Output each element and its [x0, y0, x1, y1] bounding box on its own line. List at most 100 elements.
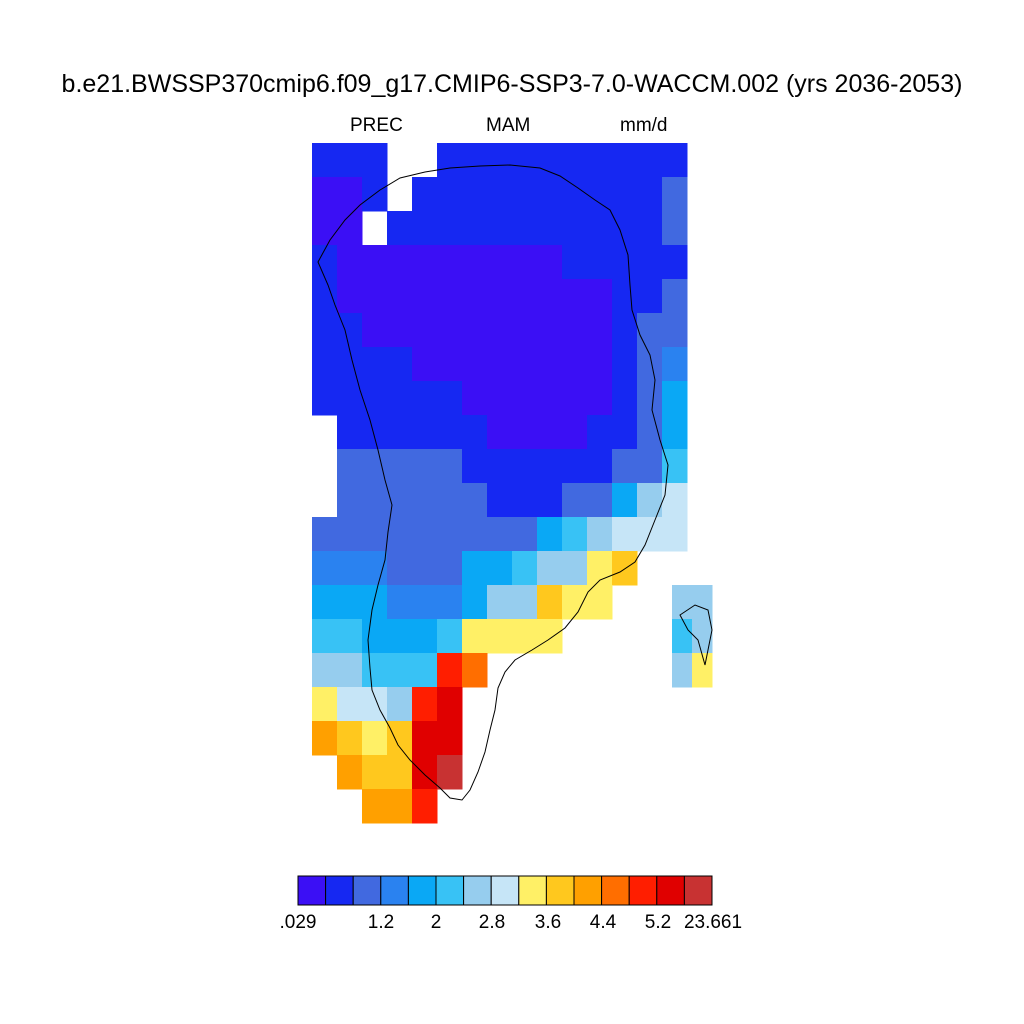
grid-cell: [512, 415, 538, 450]
grid-cell: [662, 517, 688, 552]
grid-cell: [587, 279, 613, 314]
grid-cell: [612, 313, 638, 348]
grid-cell: [487, 619, 513, 654]
colorbar-box: [297, 875, 327, 906]
grid-cell: [462, 347, 488, 382]
grid-cell: [587, 211, 613, 246]
grid-cell: [587, 245, 613, 280]
grid-cell: [437, 721, 463, 756]
colorbar-box: [683, 875, 713, 906]
grid-cell: [462, 245, 488, 280]
colorbar-box: [380, 875, 409, 906]
grid-cell: [637, 211, 663, 246]
grid-cell: [487, 517, 513, 552]
grid-cell: [487, 415, 513, 450]
grid-cell: [362, 755, 388, 790]
grid-cell: [437, 245, 463, 280]
grid-cell: [412, 653, 438, 688]
grid-cell: [437, 143, 463, 178]
grid-cell: [337, 619, 363, 654]
grid-cell: [337, 551, 363, 586]
colorbar-label: 2: [430, 912, 442, 933]
grid-cell: [537, 585, 563, 620]
grid-cell: [412, 517, 438, 552]
colorbar-box: [435, 875, 465, 906]
grid-cell: [562, 449, 588, 484]
grid-cell: [337, 585, 363, 620]
grid-cell: [412, 245, 438, 280]
grid-cell: [512, 245, 538, 280]
grid-cell: [562, 177, 588, 212]
grid-cell: [412, 755, 438, 790]
grid-cell: [337, 415, 363, 450]
grid-cell: [362, 721, 388, 756]
grid-cell: [312, 177, 338, 212]
grid-cell: [362, 551, 388, 586]
grid-cell: [362, 143, 388, 178]
grid-cell: [412, 415, 438, 450]
grid-cell: [412, 551, 438, 586]
grid-cell: [637, 313, 663, 348]
grid-cell: [462, 449, 488, 484]
grid-cells: [312, 143, 688, 824]
grid-cell: [312, 619, 338, 654]
grid-cell: [387, 585, 413, 620]
grid-cell: [337, 245, 363, 280]
grid-cell: [437, 517, 463, 552]
grid-cell: [362, 245, 388, 280]
grid-cell: [337, 177, 363, 212]
grid-cell: [487, 143, 513, 178]
grid-cell: [612, 245, 638, 280]
colorbar-label: 1.2: [367, 912, 395, 933]
grid-cell: [612, 211, 638, 246]
grid-cell: [587, 517, 613, 552]
grid-cell: [562, 483, 588, 518]
colorbar-box: [352, 875, 382, 906]
grid-cell: [612, 483, 638, 518]
grid-cell: [412, 381, 438, 416]
grid-cell: [437, 211, 463, 246]
grid-cell: [487, 347, 513, 382]
grid-cell: [637, 143, 663, 178]
grid-cell: [637, 381, 663, 416]
grid-cell: [487, 177, 513, 212]
grid-cell: [512, 347, 538, 382]
grid-cell: [437, 415, 463, 450]
grid-cell: [437, 653, 463, 688]
island-cell: [692, 585, 713, 620]
colorbar-box: [573, 875, 603, 906]
grid-cell: [462, 619, 488, 654]
grid-cell: [437, 585, 463, 620]
grid-cell: [587, 347, 613, 382]
grid-cell: [387, 551, 413, 586]
grid-cell: [562, 143, 588, 178]
grid-cell: [612, 517, 638, 552]
grid-cell: [412, 211, 438, 246]
grid-cell: [312, 517, 338, 552]
grid-cell: [412, 789, 438, 824]
grid-cell: [587, 449, 613, 484]
grid-cell: [487, 211, 513, 246]
grid-cell: [387, 245, 413, 280]
grid-cell: [562, 517, 588, 552]
grid-cell: [362, 517, 388, 552]
coastline: [317, 164, 669, 801]
grid-cell: [662, 483, 688, 518]
island-cell: [692, 653, 713, 688]
grid-cell: [387, 415, 413, 450]
grid-cell: [312, 551, 338, 586]
grid-cell: [512, 551, 538, 586]
grid-cell: [362, 619, 388, 654]
grid-cell: [312, 143, 338, 178]
grid-cell: [362, 347, 388, 382]
grid-cell: [387, 619, 413, 654]
grid-cell: [512, 313, 538, 348]
grid-cell: [362, 483, 388, 518]
grid-cell: [462, 177, 488, 212]
colorbar-box: [463, 875, 492, 906]
grid-cell: [437, 687, 463, 722]
grid-cell: [437, 551, 463, 586]
grid-cell: [437, 449, 463, 484]
colorbar-box: [545, 875, 575, 906]
grid-cell: [562, 551, 588, 586]
